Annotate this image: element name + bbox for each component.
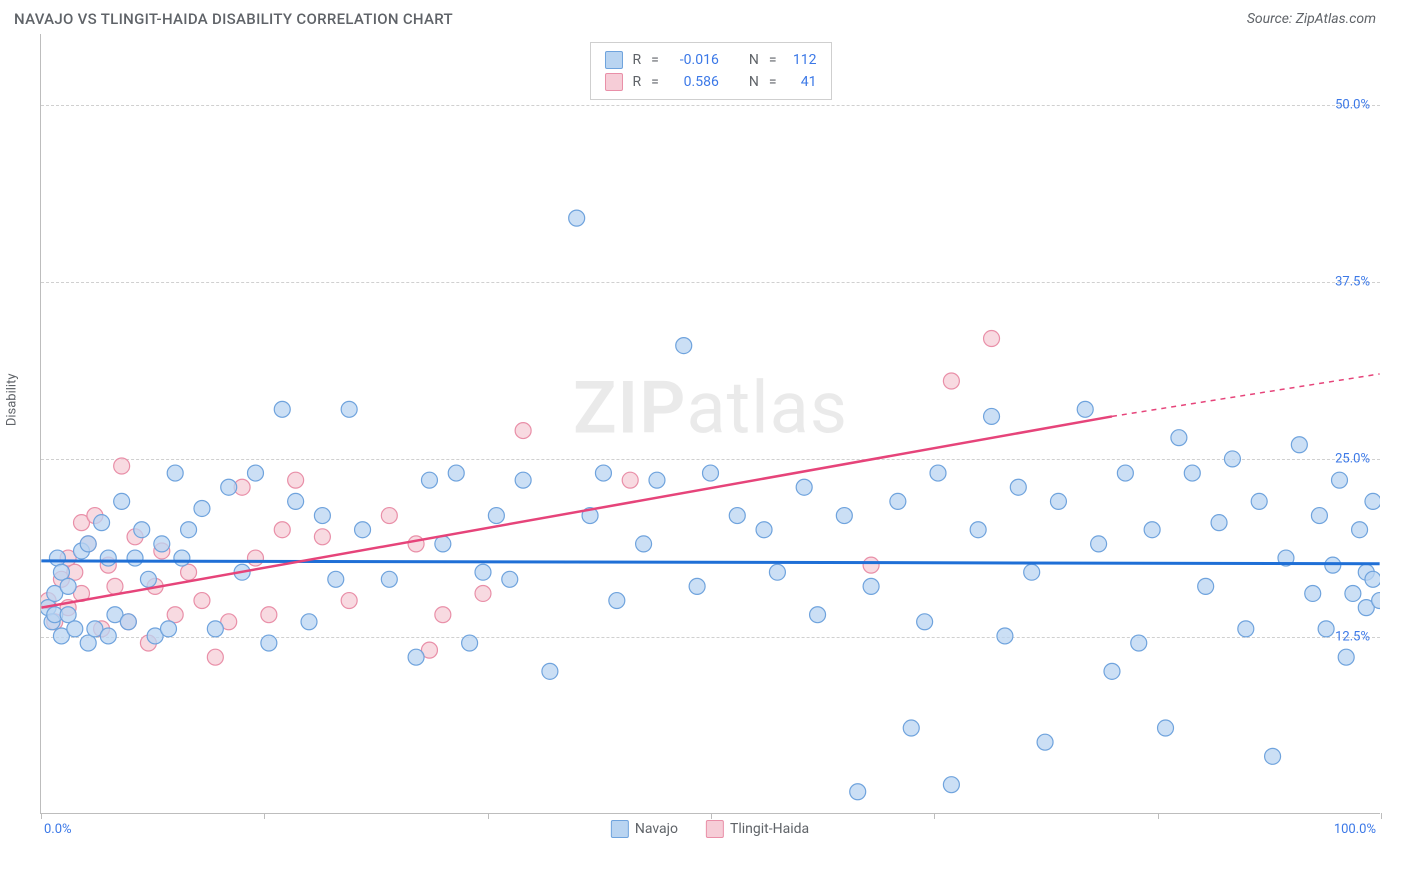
chart-source: Source: ZipAtlas.com bbox=[1247, 11, 1376, 27]
chart-title: NAVAJO VS TLINGIT-HAIDA DISABILITY CORRE… bbox=[14, 10, 453, 28]
legend-R-label: R bbox=[632, 52, 641, 68]
legend-swatch-navajo bbox=[611, 820, 629, 838]
legend-R-label: R bbox=[632, 74, 641, 90]
correlation-legend: R = -0.016 N = 112 R = 0.586 N = 41 bbox=[589, 42, 831, 100]
legend-item-tlingit: Tlingit-Haida bbox=[706, 820, 809, 838]
legend-N-label: N bbox=[749, 74, 759, 90]
legend-R-tlingit: 0.586 bbox=[669, 74, 719, 90]
legend-label-tlingit: Tlingit-Haida bbox=[730, 821, 809, 837]
legend-N-label: N bbox=[749, 52, 759, 68]
chart-header: NAVAJO VS TLINGIT-HAIDA DISABILITY CORRE… bbox=[0, 0, 1406, 34]
legend-eq: = bbox=[651, 74, 659, 90]
series-legend: Navajo Tlingit-Haida bbox=[611, 820, 809, 838]
legend-N-navajo: 112 bbox=[787, 52, 817, 68]
legend-swatch-tlingit bbox=[604, 73, 622, 91]
legend-N-tlingit: 41 bbox=[787, 74, 817, 90]
legend-row-tlingit: R = 0.586 N = 41 bbox=[604, 71, 816, 93]
legend-row-navajo: R = -0.016 N = 112 bbox=[604, 49, 816, 71]
legend-eq: = bbox=[769, 74, 777, 90]
legend-swatch-tlingit bbox=[706, 820, 724, 838]
legend-label-navajo: Navajo bbox=[635, 821, 678, 837]
x-axis-max-label: 100.0% bbox=[1334, 822, 1376, 837]
x-axis-area: 0.0% 100.0% Navajo Tlingit-Haida bbox=[40, 816, 1380, 856]
scatter-plot: R = -0.016 N = 112 R = 0.586 N = 41 ZIPa… bbox=[40, 34, 1380, 814]
x-tick bbox=[1381, 813, 1382, 819]
legend-eq: = bbox=[769, 52, 777, 68]
scatter-svg bbox=[41, 34, 1380, 813]
chart-area: Disability R = -0.016 N = 112 R = 0.586 … bbox=[40, 34, 1396, 856]
y-axis-label: Disability bbox=[5, 373, 20, 426]
legend-item-navajo: Navajo bbox=[611, 820, 678, 838]
legend-R-navajo: -0.016 bbox=[669, 52, 719, 68]
x-axis-min-label: 0.0% bbox=[44, 822, 72, 837]
legend-swatch-navajo bbox=[604, 51, 622, 69]
legend-eq: = bbox=[651, 52, 659, 68]
